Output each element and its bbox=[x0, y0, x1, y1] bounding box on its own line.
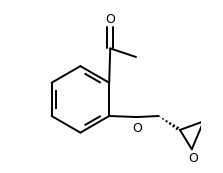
Text: O: O bbox=[132, 122, 142, 135]
Text: O: O bbox=[188, 152, 198, 165]
Text: O: O bbox=[105, 13, 115, 26]
